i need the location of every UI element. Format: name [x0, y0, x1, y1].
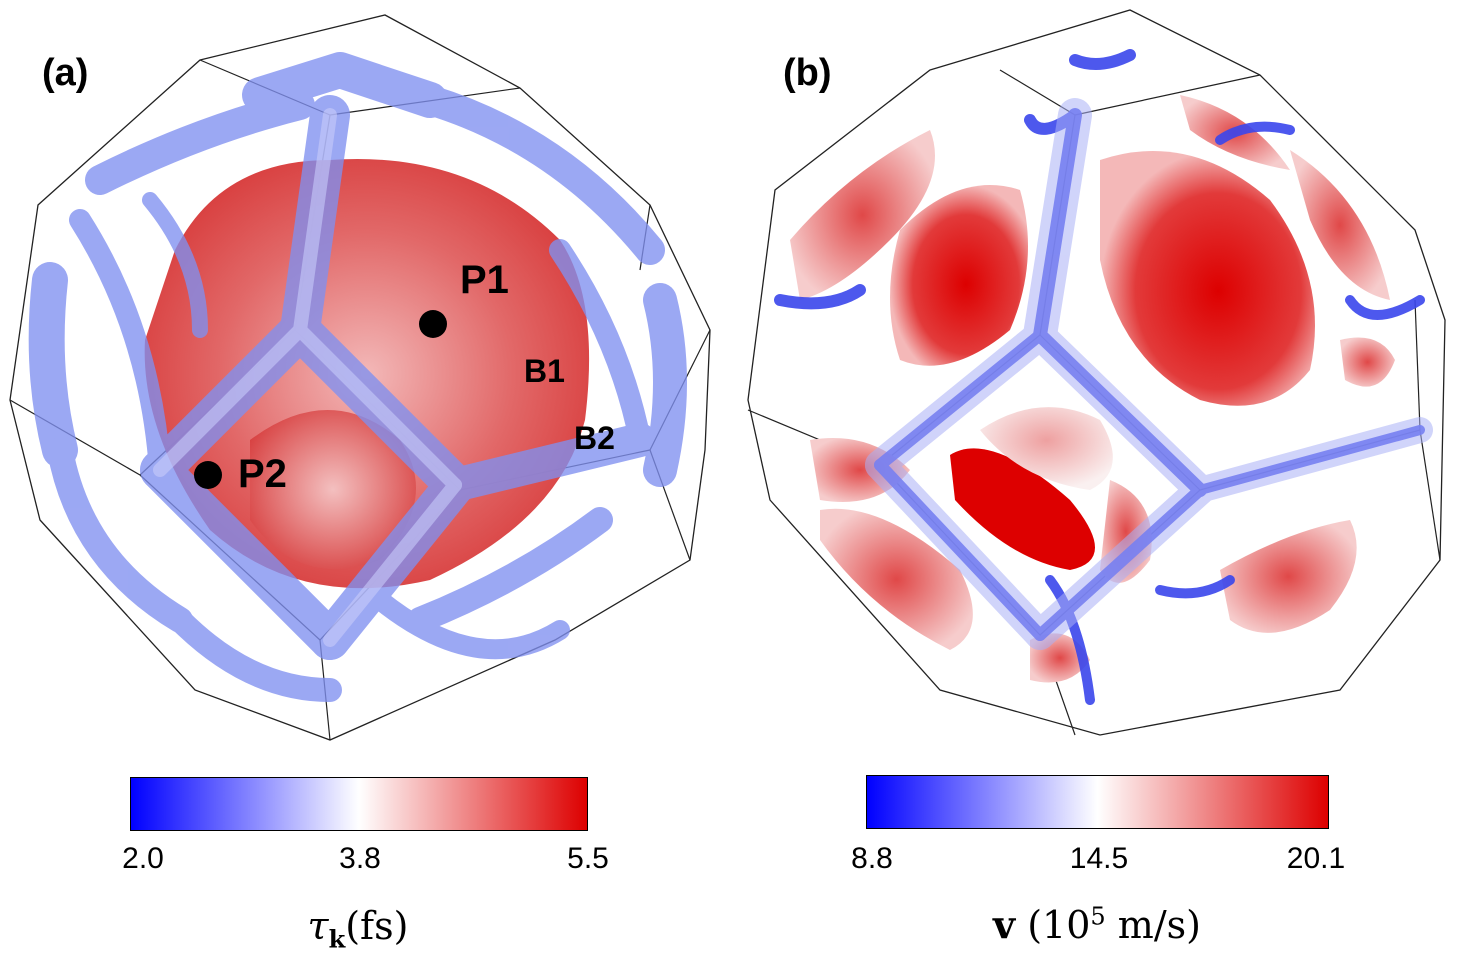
colorbar-b-title-exp: 5 [1090, 902, 1106, 931]
colorbar-b-title-symbol: v [993, 902, 1016, 947]
panel-a-label: (a) [42, 52, 89, 94]
colorbar-a-tick-mid: 3.8 [339, 842, 381, 875]
outer-sheet-highlights [153, 108, 462, 647]
colorbar-b-title: v (105 m/s) [993, 902, 1201, 947]
colorbar-a-title-unit: (fs) [345, 904, 409, 948]
colorbar-b [866, 775, 1329, 829]
colorbar-a-tick-max: 5.5 [567, 842, 609, 875]
colorbar-a-tick-min: 2.0 [122, 842, 164, 875]
panel-a-fermi-surface [9, 14, 711, 741]
velocity-lobes [790, 95, 1395, 683]
point-p2-marker [194, 461, 222, 489]
colorbar-b-tick-max: 20.1 [1286, 842, 1346, 875]
band-b1-label: B1 [524, 353, 565, 389]
colorbar-a-title: τk(fs) [308, 904, 409, 954]
velocity-network-halo [865, 98, 1433, 650]
bz-outline [9, 14, 711, 741]
colorbar-b-tick-min: 8.8 [851, 842, 893, 875]
inner-sheet-front [250, 410, 416, 569]
panel-b-label: (b) [783, 52, 832, 94]
band-b2-label: B2 [574, 420, 615, 456]
colorbar-b-title-unit-pre: (10 [1027, 903, 1091, 947]
colorbar-a-title-subscript: k [328, 924, 346, 954]
colorbar-b-title-unit-post: m/s) [1105, 903, 1201, 947]
point-p1-label: P1 [460, 258, 509, 302]
colorbar-a [130, 777, 588, 831]
panel-b-fermi-surface [747, 9, 1446, 736]
colorbar-b-tick-mid: 14.5 [1069, 842, 1129, 875]
point-p2-label: P2 [238, 452, 287, 496]
colorbar-a-title-symbol: τ [307, 904, 329, 948]
point-p1-marker [419, 310, 447, 338]
